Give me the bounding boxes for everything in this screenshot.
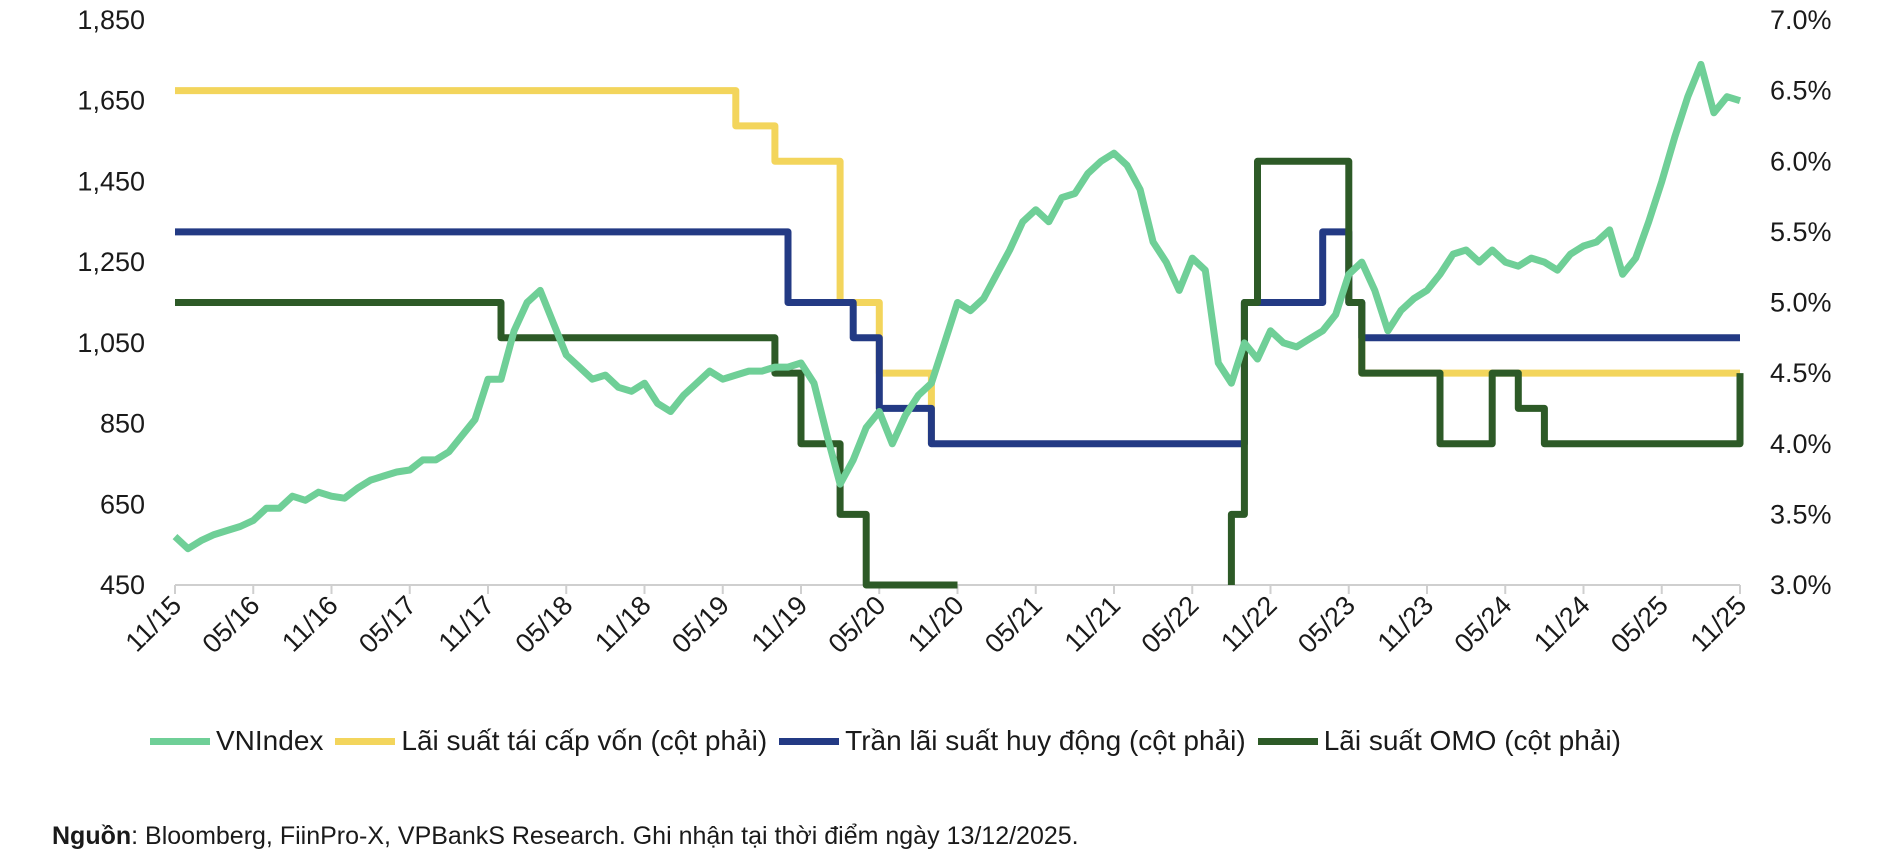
x-tick-label: 11/19	[746, 590, 814, 658]
x-tick-label: 11/20	[902, 590, 970, 658]
x-tick-label: 05/18	[509, 590, 578, 659]
right-tick-label: 5.5%	[1770, 217, 1832, 247]
legend-item-deposit-cap[interactable]: Trần lãi suất huy động (cột phải)	[779, 725, 1246, 757]
series-refinancing-rate	[175, 87, 935, 444]
left-tick-label: 1,650	[77, 86, 145, 116]
left-tick-label: 1,450	[77, 166, 145, 196]
x-tick-label: 05/20	[822, 590, 891, 659]
legend-item-omo-rate[interactable]: Lãi suất OMO (cột phải)	[1257, 725, 1621, 757]
legend: VNIndex Lãi suất tái cấp vốn (cột phải) …	[150, 725, 1633, 757]
x-tick-label: 11/18	[589, 590, 657, 658]
series-omo-rate-segment-2	[1227, 157, 1744, 585]
x-tick-label: 11/24	[1528, 590, 1596, 658]
right-tick-label: 4.5%	[1770, 358, 1832, 388]
right-axis: 3.0% 3.5% 4.0% 4.5% 5.0% 5.5% 6.0% 6.5% 7.0%	[1770, 5, 1832, 600]
right-tick-label: 4.0%	[1770, 429, 1832, 459]
left-axis: 450 650 850 1,050 1,250 1,450 1,650 1,850	[77, 5, 145, 600]
left-tick-label: 1,850	[77, 5, 145, 35]
series-omo-rate	[175, 299, 958, 589]
right-tick-label: 5.0%	[1770, 288, 1832, 318]
x-tick-label: 05/21	[979, 590, 1048, 659]
legend-swatch	[1257, 737, 1318, 745]
legend-label: Lãi suất OMO (cột phải)	[1323, 725, 1621, 756]
x-tick-label: 11/16	[276, 590, 344, 658]
x-tick-label: 11/22	[1215, 590, 1283, 658]
x-axis: 11/15 05/16 11/16 05/17 11/17 05/18 11/18 05/19…	[120, 585, 1753, 659]
right-tick-label: 6.0%	[1770, 146, 1832, 176]
legend-swatch	[150, 737, 210, 745]
left-tick-label: 850	[100, 409, 145, 439]
series-layer	[172, 60, 1744, 589]
right-tick-label: 7.0%	[1770, 5, 1832, 35]
x-tick-label: 05/23	[1292, 590, 1361, 659]
source-label: Nguồn	[52, 822, 132, 850]
source-text: : Bloomberg, FiinPro-X, VPBankS Research…	[131, 822, 1079, 850]
legend-swatch	[335, 737, 396, 745]
source-note: Nguồn: Bloomberg, FiinPro-X, VPBankS Res…	[52, 822, 1079, 851]
x-tick-label: 11/17	[433, 590, 501, 658]
x-tick-label: 11/25	[1685, 590, 1753, 658]
x-tick-label: 05/22	[1135, 590, 1204, 659]
left-tick-label: 450	[100, 570, 145, 600]
x-tick-label: 05/19	[666, 590, 735, 659]
left-tick-label: 1,050	[77, 328, 145, 358]
legend-item-vnindex[interactable]: VNIndex	[150, 725, 323, 757]
series-vnindex	[172, 60, 1742, 553]
x-tick-label: 11/23	[1372, 590, 1440, 658]
x-tick-label: 05/17	[353, 590, 422, 659]
legend-label: Lãi suất tái cấp vốn (cột phải)	[401, 725, 768, 756]
right-tick-label: 3.0%	[1770, 570, 1832, 600]
x-tick-label: 05/24	[1448, 590, 1517, 659]
left-tick-label: 1,250	[77, 247, 145, 277]
legend-item-refinancing-rate[interactable]: Lãi suất tái cấp vốn (cột phải)	[335, 725, 767, 757]
x-tick-label: 11/21	[1059, 590, 1127, 658]
x-tick-label: 11/15	[120, 590, 188, 658]
x-tick-label: 05/16	[196, 590, 265, 659]
legend-label: VNIndex	[216, 725, 324, 756]
x-tick-label: 05/25	[1605, 590, 1674, 659]
right-tick-label: 3.5%	[1770, 499, 1832, 529]
legend-label: Trần lãi suất huy động (cột phải)	[845, 725, 1246, 756]
left-tick-label: 650	[100, 489, 145, 519]
legend-swatch	[779, 737, 840, 745]
right-tick-label: 6.5%	[1770, 76, 1832, 106]
